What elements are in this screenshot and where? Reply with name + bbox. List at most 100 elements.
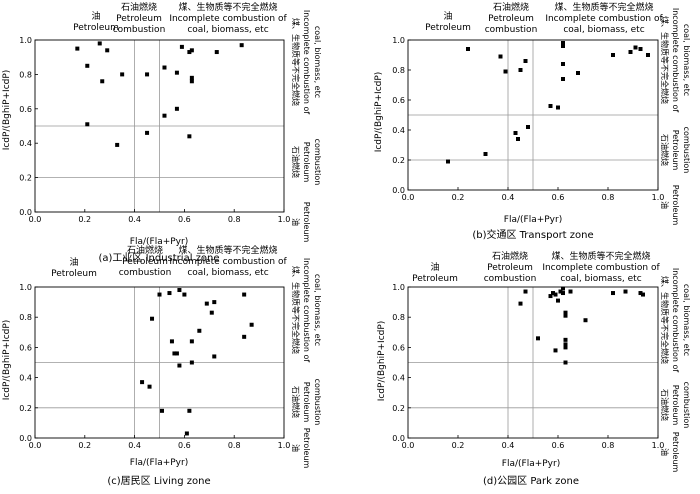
data-point (242, 334, 247, 339)
data-point (115, 142, 120, 147)
panel-industrial-zone: 油 Petroleum 石油燃烧 Petroleum combustion 煤、… (2, 1, 322, 264)
data-point (623, 289, 628, 294)
y-tick-label: 0.6 (19, 343, 32, 352)
right-zone-label: combustion (682, 127, 691, 174)
right-zone-label: 煤、生物质等不完全燃烧 (660, 16, 670, 104)
right-zone-label: Petroleum (671, 432, 680, 473)
y-tick-label: 0.4 (19, 139, 32, 148)
data-point (638, 291, 643, 296)
y-tick-label: 0.0 (19, 434, 32, 443)
panel-caption: (a)工业区 Industrial zone (98, 252, 219, 264)
data-point (568, 289, 573, 294)
x-axis-title: Fla/(Fla+Pyr) (130, 237, 188, 247)
right-zone-label: Petroleum (671, 130, 680, 171)
x-tick-label: 0.2 (78, 215, 91, 224)
data-point (75, 46, 80, 51)
zone-incomplete-combustion-label: 煤、生物质等不完全燃烧 (178, 244, 277, 256)
data-point (120, 72, 125, 77)
y-tick-label: 0.0 (392, 186, 405, 195)
data-point (187, 50, 192, 55)
right-zone-label: Petroleum (302, 428, 311, 469)
right-zone-label: 煤、生物质等不完全燃烧 (660, 276, 670, 364)
data-point (558, 289, 563, 294)
zone-incomplete-combustion-label: Incomplete combustion of (169, 257, 287, 267)
right-zone-label: Petroleum (302, 382, 311, 423)
data-point (189, 339, 194, 344)
data-point (523, 59, 528, 63)
data-point (483, 152, 488, 156)
right-zone-label: coal, biomass, etc (682, 284, 691, 356)
y-axis-title: IcdP/(BghiP+IcdP) (2, 70, 12, 151)
x-tick-label: 0.2 (78, 441, 91, 450)
data-point (561, 44, 565, 48)
right-zone-label: 煤、生物质等不完全燃烧 (291, 266, 301, 354)
data-point (641, 292, 645, 297)
data-point (140, 380, 145, 385)
data-point (97, 41, 102, 46)
zone-incomplete-combustion-label: 煤、生物质等不完全燃烧 (554, 1, 653, 13)
data-point (147, 384, 152, 389)
data-point (174, 106, 179, 111)
zone-oil-label: Petroleum (51, 269, 97, 279)
data-point (100, 79, 105, 84)
data-point (174, 70, 179, 75)
data-point (85, 122, 90, 127)
x-tick-label: 0.0 (402, 193, 415, 202)
data-point (189, 360, 194, 365)
panel-park-zone: 油 Petroleum 石油燃烧 Petroleum combustion 煤、… (377, 250, 691, 487)
right-zone-label: Incomplete combustion of (302, 10, 311, 115)
data-point (174, 351, 179, 356)
data-point (638, 47, 643, 51)
zone-oil-label: 油 (443, 10, 452, 22)
data-point (611, 291, 615, 296)
data-point (553, 292, 558, 297)
data-point (563, 360, 568, 365)
data-point (556, 298, 560, 303)
zone-petroleum-combustion-label: 石油燃烧 (127, 244, 163, 256)
zone-oil-label: 油 (91, 10, 100, 22)
data-point (172, 351, 177, 356)
x-tick-label: 0.0 (29, 441, 42, 450)
data-point (249, 322, 254, 327)
plot-frame (407, 39, 659, 191)
y-tick-label: 0.2 (392, 404, 405, 413)
data-point (518, 301, 523, 306)
data-point (162, 113, 167, 118)
data-point (503, 69, 508, 74)
data-point (561, 291, 565, 296)
data-point (169, 339, 174, 344)
y-tick-label: 0.2 (19, 404, 32, 413)
y-tick-label: 0.6 (19, 105, 32, 114)
data-point (179, 44, 184, 49)
data-point (563, 342, 568, 347)
zone-oil-label: Petroleum (425, 23, 471, 33)
data-point (242, 292, 247, 297)
data-point (553, 348, 558, 353)
zone-petroleum-combustion-label: 石油燃烧 (493, 1, 529, 13)
x-tick-label: 0.6 (178, 215, 191, 224)
x-tick-label: 0.0 (29, 215, 42, 224)
data-point (526, 125, 530, 129)
y-tick-label: 1.0 (19, 36, 32, 45)
data-point (105, 48, 110, 53)
data-point (548, 104, 553, 108)
data-point (563, 310, 568, 315)
zone-incomplete-combustion-label: coal, biomass, etc (560, 274, 641, 284)
data-point (561, 41, 565, 45)
zone-incomplete-combustion-label: 煤、生物质等不完全燃烧 (178, 1, 277, 13)
y-tick-label: 1.0 (392, 283, 405, 292)
y-tick-label: 0.8 (19, 70, 32, 79)
zone-petroleum-combustion-label: Petroleum (488, 14, 534, 24)
data-point (212, 354, 217, 359)
data-point (167, 291, 172, 296)
data-point (177, 363, 182, 368)
data-point (466, 47, 470, 51)
data-point (518, 68, 523, 72)
data-point (536, 336, 540, 341)
data-point (513, 131, 518, 135)
x-tick-label: 0.4 (128, 441, 141, 450)
y-tick-label: 0.6 (392, 96, 405, 105)
data-point (162, 65, 167, 70)
right-zone-label: 油 (660, 448, 670, 456)
